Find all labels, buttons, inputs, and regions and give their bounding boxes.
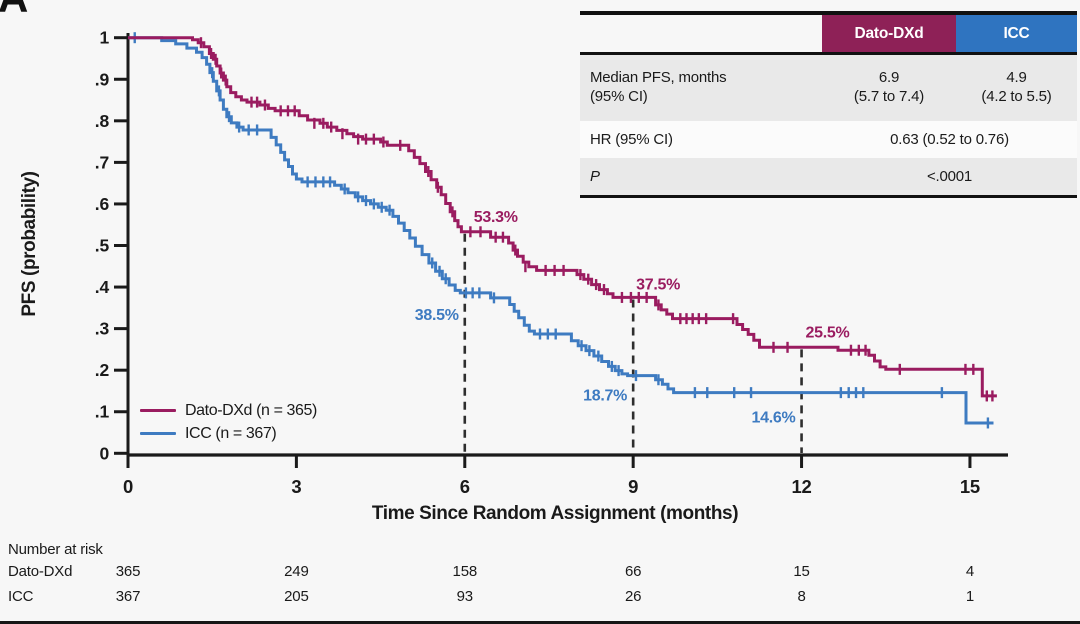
y-axis-title: PFS (probability) — [19, 171, 40, 317]
median-pfs-label: Median PFS, months (95% CI) — [590, 69, 727, 105]
annotation-icc-6mo: 38.5% — [415, 307, 459, 324]
legend-item-icc: ICC (n = 367) — [140, 422, 317, 445]
median-pfs-row: Median PFS, months (95% CI) 6.9 (5.7 to … — [580, 55, 1077, 121]
y-tick-label: .1 — [95, 402, 110, 422]
annotation-icc-12mo: 14.6% — [752, 410, 796, 427]
annotation-icc-9mo: 18.7% — [583, 388, 627, 405]
risk-row-label-datodxd: Dato-DXd — [8, 563, 73, 580]
stats-table-header-row: Dato-DXd ICC — [580, 15, 1077, 55]
x-tick-label: 3 — [291, 476, 301, 497]
hr-row: HR (95% CI) 0.63 (0.52 to 0.76) — [580, 121, 1077, 158]
annotation-datodxd-12mo: 25.5% — [806, 324, 850, 341]
y-tick-label: .4 — [95, 277, 110, 297]
x-tick-label: 12 — [791, 476, 811, 497]
p-label: P — [590, 168, 600, 185]
stats-header-icc: ICC — [956, 15, 1077, 52]
risk-value-datodxd-9mo: 66 — [625, 563, 642, 580]
risk-value-datodxd-15mo: 4 — [965, 563, 975, 580]
x-tick-label: 0 — [123, 476, 133, 497]
risk-value-icc-12mo: 8 — [797, 588, 806, 605]
y-tick-label: .7 — [95, 152, 109, 172]
y-tick-label: .2 — [95, 360, 110, 380]
legend: Dato-DXd (n = 365) ICC (n = 367) — [140, 399, 317, 445]
y-tick-label: .6 — [95, 194, 110, 214]
datodxd-km-curve — [128, 36, 997, 398]
p-value-row: P <.0001 — [580, 158, 1077, 195]
legend-item-datodxd: Dato-DXd (n = 365) — [140, 399, 317, 422]
risk-value-icc-15mo: 1 — [965, 588, 975, 605]
hr-value: 0.63 (0.52 to 0.76) — [890, 131, 1009, 148]
icc-km-curve — [128, 36, 994, 425]
y-tick-label: 0 — [99, 443, 109, 463]
x-tick-label: 15 — [960, 476, 980, 497]
datodxd-censor-marks — [199, 37, 994, 402]
median-pfs-datodxd-value: 6.9 (5.7 to 7.4) — [853, 69, 925, 105]
legend-label-datodxd: Dato-DXd (n = 365) — [185, 401, 317, 419]
icc-line-swatch — [140, 431, 176, 436]
risk-value-icc-3mo: 205 — [284, 588, 309, 605]
y-tick-label: 1 — [99, 28, 109, 48]
stats-header-spacer — [580, 15, 822, 52]
p-value: <.0001 — [926, 168, 973, 185]
x-tick-label: 6 — [460, 476, 470, 497]
y-tick-label: .9 — [95, 69, 110, 89]
datodxd-line-swatch — [140, 408, 176, 413]
risk-value-icc-9mo: 26 — [625, 588, 642, 605]
risk-value-icc-6mo: 93 — [456, 588, 473, 605]
icc-censor-marks — [133, 32, 990, 429]
risk-value-datodxd-0mo: 365 — [115, 563, 141, 580]
bottom-divider — [0, 621, 1080, 624]
risk-value-icc-0mo: 367 — [115, 588, 141, 605]
risk-value-datodxd-12mo: 15 — [793, 563, 810, 580]
risk-value-datodxd-3mo: 249 — [284, 563, 309, 580]
x-tick-label: 9 — [628, 476, 638, 497]
risk-row-label-icc: ICC — [8, 588, 34, 605]
panel-label: A — [0, 0, 28, 22]
y-tick-label: .8 — [95, 111, 110, 131]
hr-label: HR (95% CI) — [590, 131, 673, 148]
risk-value-datodxd-6mo: 158 — [452, 563, 478, 580]
legend-label-icc: ICC (n = 367) — [185, 424, 277, 442]
stats-table: Dato-DXd ICC Median PFS, months (95% CI)… — [580, 11, 1077, 198]
annotation-datodxd-6mo: 53.3% — [474, 209, 518, 226]
x-axis-title: Time Since Random Assignment (months) — [371, 503, 739, 524]
median-pfs-icc-value: 4.9 (4.2 to 5.5) — [981, 69, 1052, 105]
y-tick-label: .5 — [95, 236, 110, 256]
annotation-datodxd-9mo: 37.5% — [636, 276, 680, 293]
stats-header-datodxd: Dato-DXd — [822, 15, 956, 52]
y-tick-label: .3 — [95, 319, 110, 339]
number-at-risk-title: Number at risk — [8, 541, 103, 558]
